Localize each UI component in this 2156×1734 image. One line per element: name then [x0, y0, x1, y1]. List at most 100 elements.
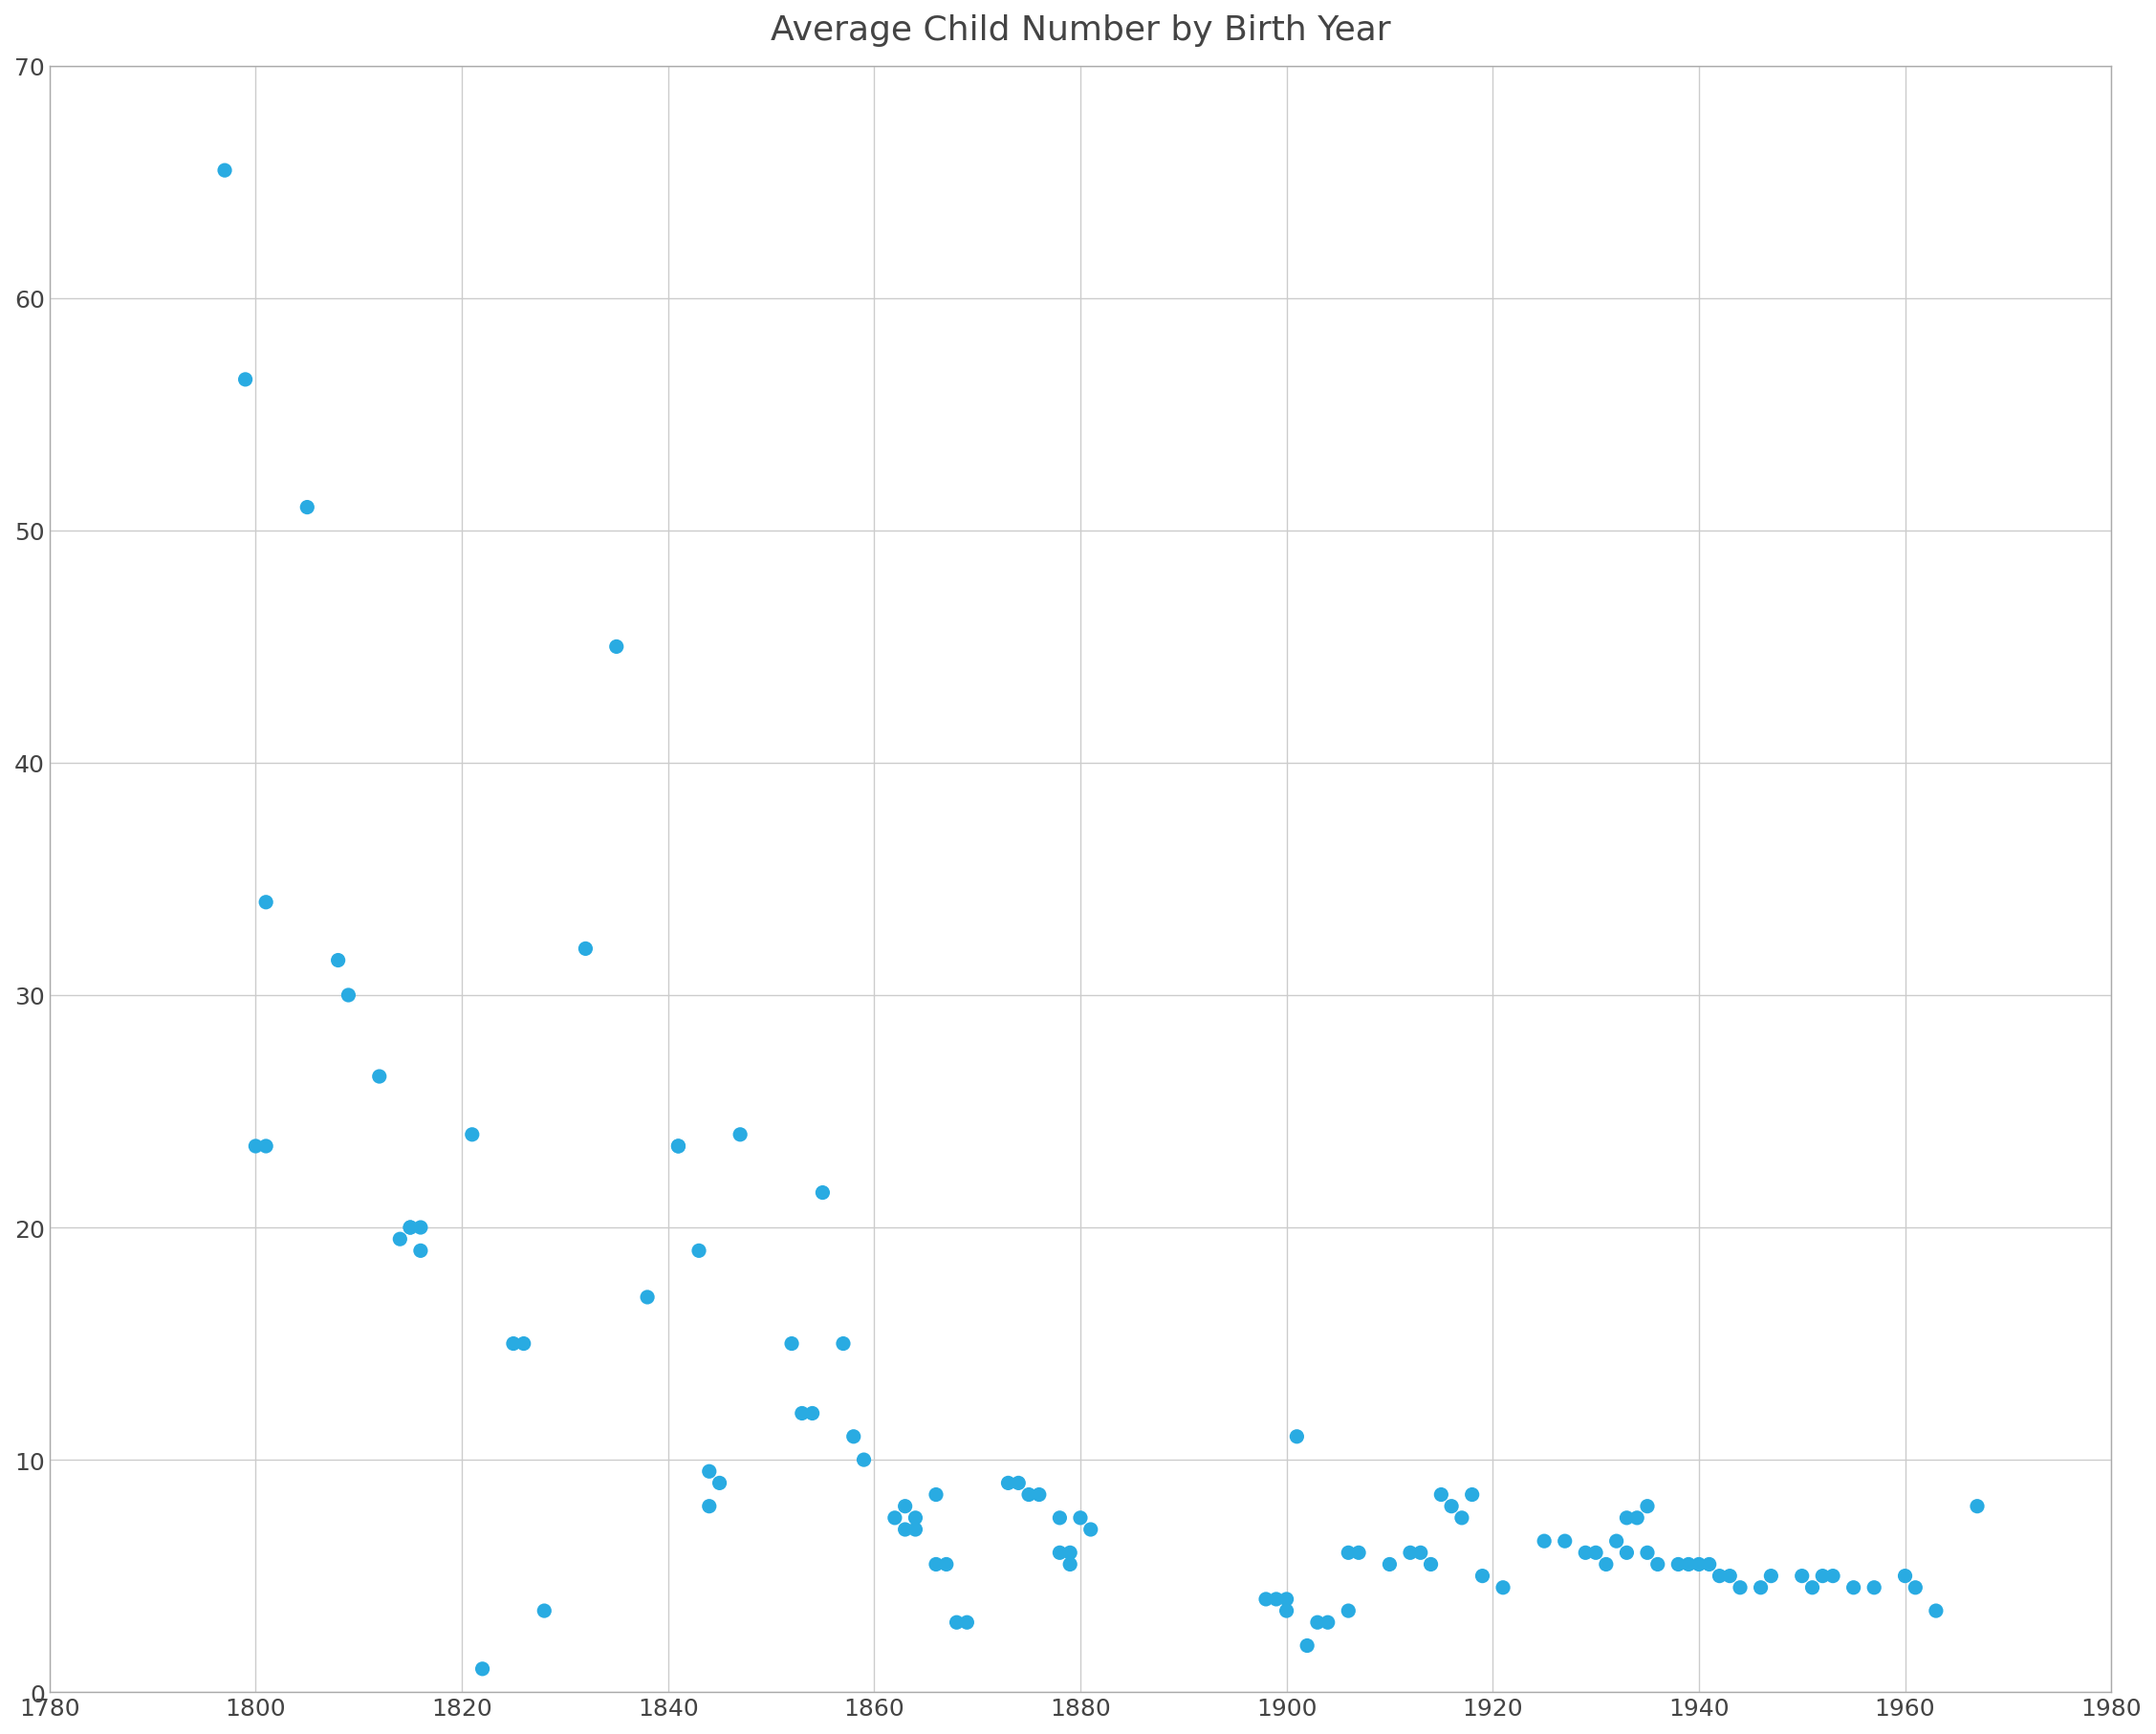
Point — [229, 366, 263, 394]
Point — [1330, 1597, 1365, 1625]
Point — [1889, 1562, 1923, 1590]
Point — [1753, 1562, 1787, 1590]
Point — [1373, 1550, 1408, 1578]
Point — [630, 1283, 664, 1311]
Point — [1805, 1562, 1839, 1590]
Point — [1526, 1528, 1561, 1555]
Point — [1074, 1516, 1108, 1543]
Point — [362, 1063, 397, 1091]
Point — [692, 1493, 727, 1521]
Point — [662, 1132, 696, 1160]
Point — [332, 981, 367, 1009]
Point — [692, 1458, 727, 1486]
Point — [1466, 1562, 1501, 1590]
Point — [1423, 1481, 1457, 1509]
Point — [940, 1609, 975, 1637]
Point — [722, 1120, 757, 1148]
Point — [992, 1469, 1026, 1496]
Point — [918, 1481, 953, 1509]
Point — [847, 1446, 882, 1474]
Point — [1796, 1574, 1830, 1602]
Point — [949, 1609, 983, 1637]
Point — [1785, 1562, 1820, 1590]
Point — [496, 1330, 530, 1358]
Point — [384, 1226, 418, 1254]
Point — [239, 1132, 274, 1160]
Point — [466, 1654, 500, 1682]
Point — [1856, 1574, 1891, 1602]
Point — [507, 1330, 541, 1358]
Point — [877, 1503, 912, 1531]
Point — [1744, 1574, 1779, 1602]
Point — [1682, 1550, 1716, 1578]
Point — [392, 1214, 427, 1242]
Point — [248, 1132, 282, 1160]
Point — [918, 1550, 953, 1578]
Point — [681, 1236, 716, 1264]
Point — [1897, 1574, 1932, 1602]
Point — [1259, 1585, 1294, 1613]
Point — [1248, 1585, 1283, 1613]
Point — [662, 1132, 696, 1160]
Point — [1455, 1481, 1490, 1509]
Point — [392, 1214, 427, 1242]
Point — [1289, 1632, 1324, 1659]
Point — [1044, 1503, 1078, 1531]
Point — [1052, 1538, 1087, 1566]
Point — [403, 1236, 438, 1264]
Point — [1485, 1574, 1520, 1602]
Point — [774, 1330, 808, 1358]
Point — [1815, 1562, 1850, 1590]
Point — [455, 1120, 489, 1148]
Point — [1660, 1550, 1695, 1578]
Point — [1548, 1528, 1583, 1555]
Point — [1600, 1528, 1634, 1555]
Point — [1630, 1538, 1664, 1566]
Point — [1281, 1424, 1315, 1451]
Point — [1330, 1538, 1365, 1566]
Point — [837, 1424, 871, 1451]
Point — [1270, 1585, 1304, 1613]
Point — [289, 494, 323, 522]
Point — [1311, 1609, 1345, 1637]
Point — [1960, 1493, 1994, 1521]
Point — [888, 1516, 923, 1543]
Point — [1641, 1550, 1675, 1578]
Point — [1270, 1597, 1304, 1625]
Point — [1393, 1538, 1427, 1566]
Point — [569, 935, 604, 962]
Point — [899, 1516, 934, 1543]
Point — [806, 1179, 841, 1207]
Point — [1578, 1538, 1613, 1566]
Point — [599, 633, 634, 661]
Point — [1692, 1550, 1727, 1578]
Point — [1703, 1562, 1738, 1590]
Point — [1567, 1538, 1602, 1566]
Point — [1000, 1469, 1035, 1496]
Point — [1630, 1493, 1664, 1521]
Point — [1044, 1538, 1078, 1566]
Point — [1404, 1538, 1438, 1566]
Point — [1011, 1481, 1046, 1509]
Point — [403, 1214, 438, 1242]
Point — [1619, 1503, 1654, 1531]
Point — [888, 1493, 923, 1521]
Point — [1341, 1538, 1376, 1566]
Point — [1712, 1562, 1746, 1590]
Point — [526, 1597, 561, 1625]
Point — [899, 1503, 934, 1531]
Point — [207, 158, 241, 186]
Point — [1671, 1550, 1705, 1578]
Point — [1445, 1503, 1479, 1531]
Point — [785, 1399, 819, 1427]
Point — [1611, 1503, 1645, 1531]
Point — [1837, 1574, 1871, 1602]
Point — [1611, 1538, 1645, 1566]
Point — [1434, 1493, 1468, 1521]
Point — [1063, 1503, 1097, 1531]
Point — [1022, 1481, 1056, 1509]
Title: Average Child Number by Birth Year: Average Child Number by Birth Year — [770, 14, 1391, 47]
Point — [929, 1550, 964, 1578]
Point — [1723, 1574, 1757, 1602]
Point — [1589, 1550, 1623, 1578]
